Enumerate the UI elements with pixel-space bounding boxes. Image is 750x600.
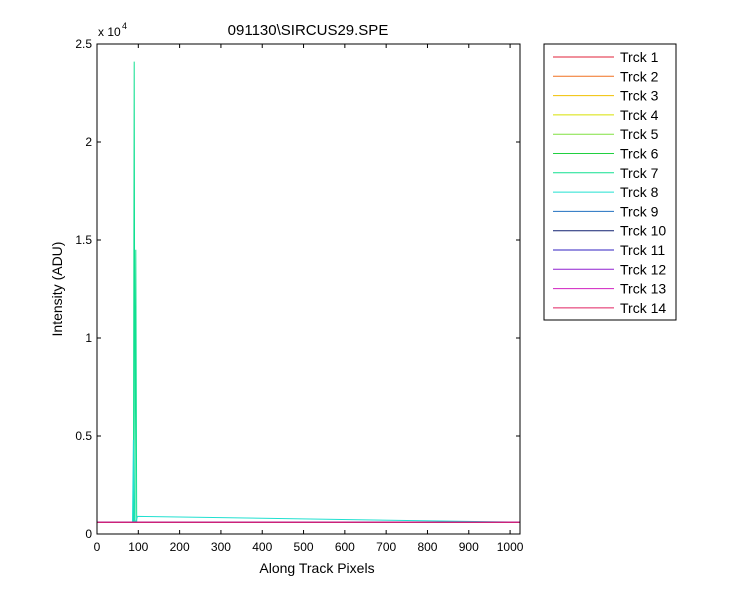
chart-title: 091130\SIRCUS29.SPE <box>228 22 389 39</box>
x-axis-label: Along Track Pixels <box>259 560 374 576</box>
x-tick-label: 900 <box>459 540 479 554</box>
x-tick-label: 500 <box>294 540 314 554</box>
legend-label-14: Trck 14 <box>620 300 666 316</box>
legend: Trck 1 Trck 2 Trck 3 Trck 4 Trck 5 Trck 6 Trck… <box>543 43 677 321</box>
legend-label-2: Trck 2 <box>620 68 659 84</box>
plot-area <box>97 44 520 534</box>
legend-entries: Trck 1 Trck 2 Trck 3 Trck 4 Trck 5 Trck 6 Trck… <box>553 49 666 316</box>
y-axis: 0 0.5 1 1.5 2 2.5 <box>75 37 520 541</box>
legend-label-6: Trck 6 <box>620 146 659 162</box>
y-tick-label: 2 <box>85 135 92 149</box>
x-tick-label: 600 <box>335 540 355 554</box>
y-exponent-base: x 10 <box>98 25 121 39</box>
y-exponent-power: 4 <box>122 21 127 31</box>
x-tick-label: 0 <box>94 540 101 554</box>
y-tick-label: 1.5 <box>75 233 92 247</box>
x-tick-label: 200 <box>170 540 190 554</box>
y-exponent-label: x 10 4 <box>98 21 127 39</box>
x-tick-label: 100 <box>128 540 148 554</box>
legend-label-8: Trck 8 <box>620 184 659 200</box>
x-axis: 0 100 200 300 400 500 600 700 800 900 1000 <box>94 44 524 554</box>
x-tick-label: 300 <box>211 540 231 554</box>
legend-label-4: Trck 4 <box>620 107 659 123</box>
legend-label-1: Trck 1 <box>620 49 659 65</box>
legend-label-10: Trck 10 <box>620 223 666 239</box>
legend-label-11: Trck 11 <box>620 242 665 258</box>
legend-label-5: Trck 5 <box>620 126 659 142</box>
legend-label-3: Trck 3 <box>620 88 659 104</box>
legend-label-13: Trck 13 <box>620 281 666 297</box>
y-tick-label: 0.5 <box>75 429 92 443</box>
x-tick-label: 700 <box>376 540 396 554</box>
x-tick-label: 400 <box>252 540 272 554</box>
legend-box <box>543 43 677 321</box>
x-tick-label: 1000 <box>497 540 524 554</box>
legend-label-9: Trck 9 <box>620 203 659 219</box>
x-tick-label: 800 <box>417 540 437 554</box>
y-tick-label: 2.5 <box>75 37 92 51</box>
plot-border <box>96 43 521 535</box>
y-tick-label: 0 <box>85 527 92 541</box>
legend-label-7: Trck 7 <box>620 165 659 181</box>
y-axis-label: Intensity (ADU) <box>49 242 65 337</box>
series-layer <box>97 61 521 523</box>
y-tick-label: 1 <box>85 331 92 345</box>
legend-label-12: Trck 12 <box>620 261 666 277</box>
